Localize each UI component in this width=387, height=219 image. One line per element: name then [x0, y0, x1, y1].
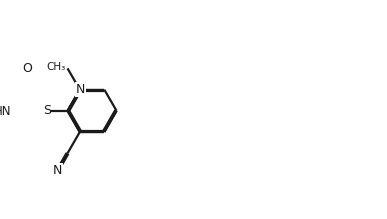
- Text: N: N: [75, 83, 85, 96]
- Text: CH₃: CH₃: [46, 62, 66, 72]
- Text: S: S: [43, 104, 51, 117]
- Text: O: O: [22, 62, 32, 75]
- Text: N: N: [53, 164, 63, 177]
- Text: HN: HN: [0, 105, 11, 118]
